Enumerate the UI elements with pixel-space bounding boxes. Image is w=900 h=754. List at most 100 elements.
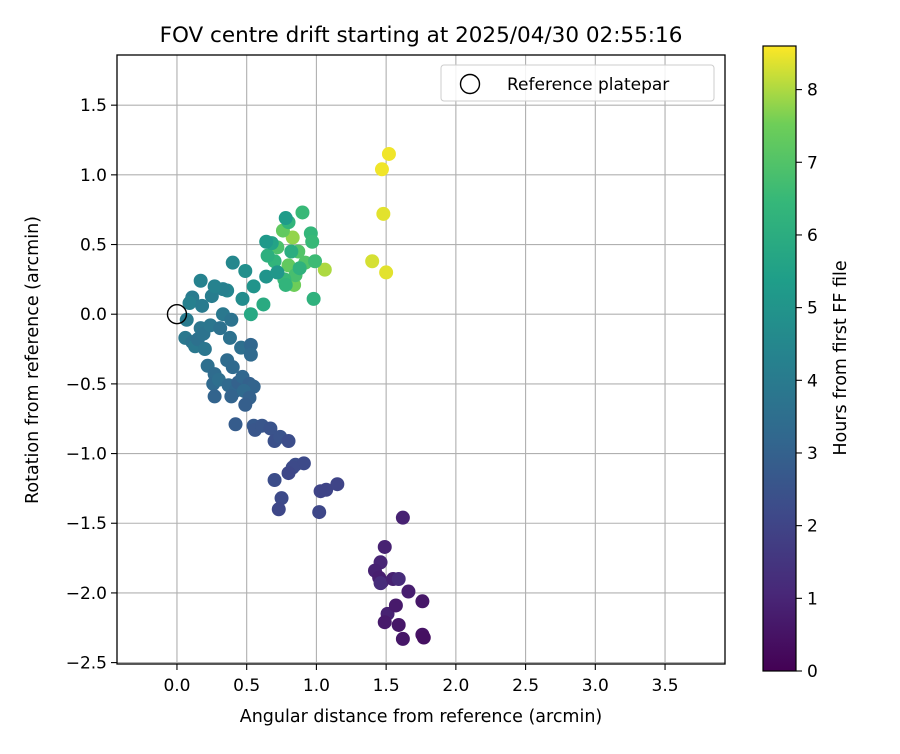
colorbar-tick-label: 2: [807, 517, 818, 537]
y-tick-label: −0.5: [66, 375, 107, 395]
x-axis-label: Angular distance from reference (arcmin): [240, 707, 603, 727]
data-point: [415, 594, 430, 609]
data-point: [391, 617, 406, 632]
colorbar-tick-label: 4: [807, 371, 818, 391]
y-tick-label: −1.0: [66, 445, 107, 465]
legend-label: Reference platepar: [507, 75, 669, 95]
colorbar-tick-label: 6: [807, 226, 818, 246]
colorbar-gradient: [762, 45, 797, 672]
legend-box: [440, 64, 715, 102]
colorbar-ticks: 0 1 2 3 4 5 6 7 8: [796, 81, 818, 682]
x-tick-label: 1.5: [373, 676, 400, 696]
y-tick-label: −2.5: [66, 654, 107, 674]
data-point: [295, 205, 310, 220]
data-points: [166, 146, 431, 646]
data-point: [243, 347, 258, 362]
data-point: [243, 307, 258, 322]
x-tick-label: 0.0: [163, 676, 190, 696]
y-tick-label: 1.5: [80, 96, 107, 116]
x-tick-label: 3.0: [582, 676, 609, 696]
data-point: [281, 466, 296, 481]
x-axis-ticks: 0.0 0.5 1.0 1.5 2.0 2.5 3.0 3.5: [163, 664, 679, 696]
colorbar-tick-label: 0: [807, 662, 818, 682]
colorbar-label: Hours from first FF file: [831, 260, 851, 455]
y-tick-label: −1.5: [66, 514, 107, 534]
data-point: [306, 291, 321, 306]
data-point: [243, 337, 258, 352]
data-point: [305, 234, 320, 249]
data-point: [317, 262, 332, 277]
data-point: [395, 510, 410, 525]
data-point: [281, 258, 296, 273]
data-point: [225, 255, 240, 270]
data-point: [379, 265, 394, 280]
data-point: [377, 539, 392, 554]
y-tick-label: 0.0: [80, 305, 107, 325]
reference-platepar-marker: [166, 304, 188, 325]
data-point: [259, 234, 274, 249]
data-point: [365, 254, 380, 269]
data-point: [256, 297, 271, 312]
y-axis-label: Rotation from reference (arcmin): [23, 216, 43, 504]
data-point: [238, 397, 253, 412]
data-point: [381, 146, 396, 161]
data-point: [263, 421, 278, 436]
colorbar-tick-label: 7: [807, 153, 818, 173]
data-point: [308, 254, 323, 269]
x-tick-label: 1.0: [303, 676, 330, 696]
data-point: [376, 206, 391, 221]
data-point: [197, 342, 212, 357]
colorbar-tick-label: 1: [807, 589, 818, 609]
data-point: [388, 598, 403, 613]
data-point: [193, 273, 208, 288]
data-point: [235, 291, 250, 306]
colorbar-tick-label: 5: [807, 299, 818, 319]
data-point: [222, 330, 237, 345]
data-point: [284, 244, 299, 259]
plot-area-frame: [116, 54, 726, 665]
data-point: [319, 482, 334, 497]
data-point: [213, 321, 228, 336]
legend: Reference platepar: [440, 64, 715, 102]
data-point: [278, 211, 293, 226]
data-point: [270, 265, 285, 280]
data-point: [395, 631, 410, 646]
data-point: [278, 277, 293, 292]
legend-reference-marker: [459, 73, 481, 95]
data-point: [260, 248, 275, 263]
data-point: [195, 298, 210, 313]
y-tick-label: −2.0: [66, 584, 107, 604]
data-point: [391, 571, 406, 586]
data-point: [179, 312, 194, 327]
data-point: [274, 491, 289, 506]
colorbar-tick-label: 8: [807, 81, 818, 101]
data-point: [312, 505, 327, 520]
data-point: [259, 269, 274, 284]
x-tick-label: 2.5: [512, 676, 539, 696]
x-tick-label: 3.5: [652, 676, 679, 696]
data-point: [207, 389, 222, 404]
x-tick-label: 2.0: [442, 676, 469, 696]
data-point: [416, 630, 431, 645]
data-point: [377, 615, 392, 630]
y-tick-label: 1.0: [80, 166, 107, 186]
data-point: [296, 456, 311, 471]
data-point: [224, 312, 239, 327]
data-point: [271, 502, 286, 517]
colorbar: 0 1 2 3 4 5 6 7 8 Hours from first FF file: [762, 45, 851, 682]
x-tick-label: 0.5: [233, 676, 260, 696]
data-point: [281, 434, 296, 449]
data-point: [207, 279, 222, 294]
data-point: [225, 360, 240, 375]
data-point: [285, 230, 300, 245]
data-point: [224, 389, 239, 404]
data-point: [246, 279, 261, 294]
data-point: [182, 296, 197, 311]
colorbar-tick-label: 3: [807, 444, 818, 464]
chart-title: FOV centre drift starting at 2025/04/30 …: [160, 23, 683, 48]
data-point: [374, 162, 389, 177]
data-point: [238, 264, 253, 279]
data-point: [267, 473, 282, 488]
data-point: [330, 477, 345, 492]
